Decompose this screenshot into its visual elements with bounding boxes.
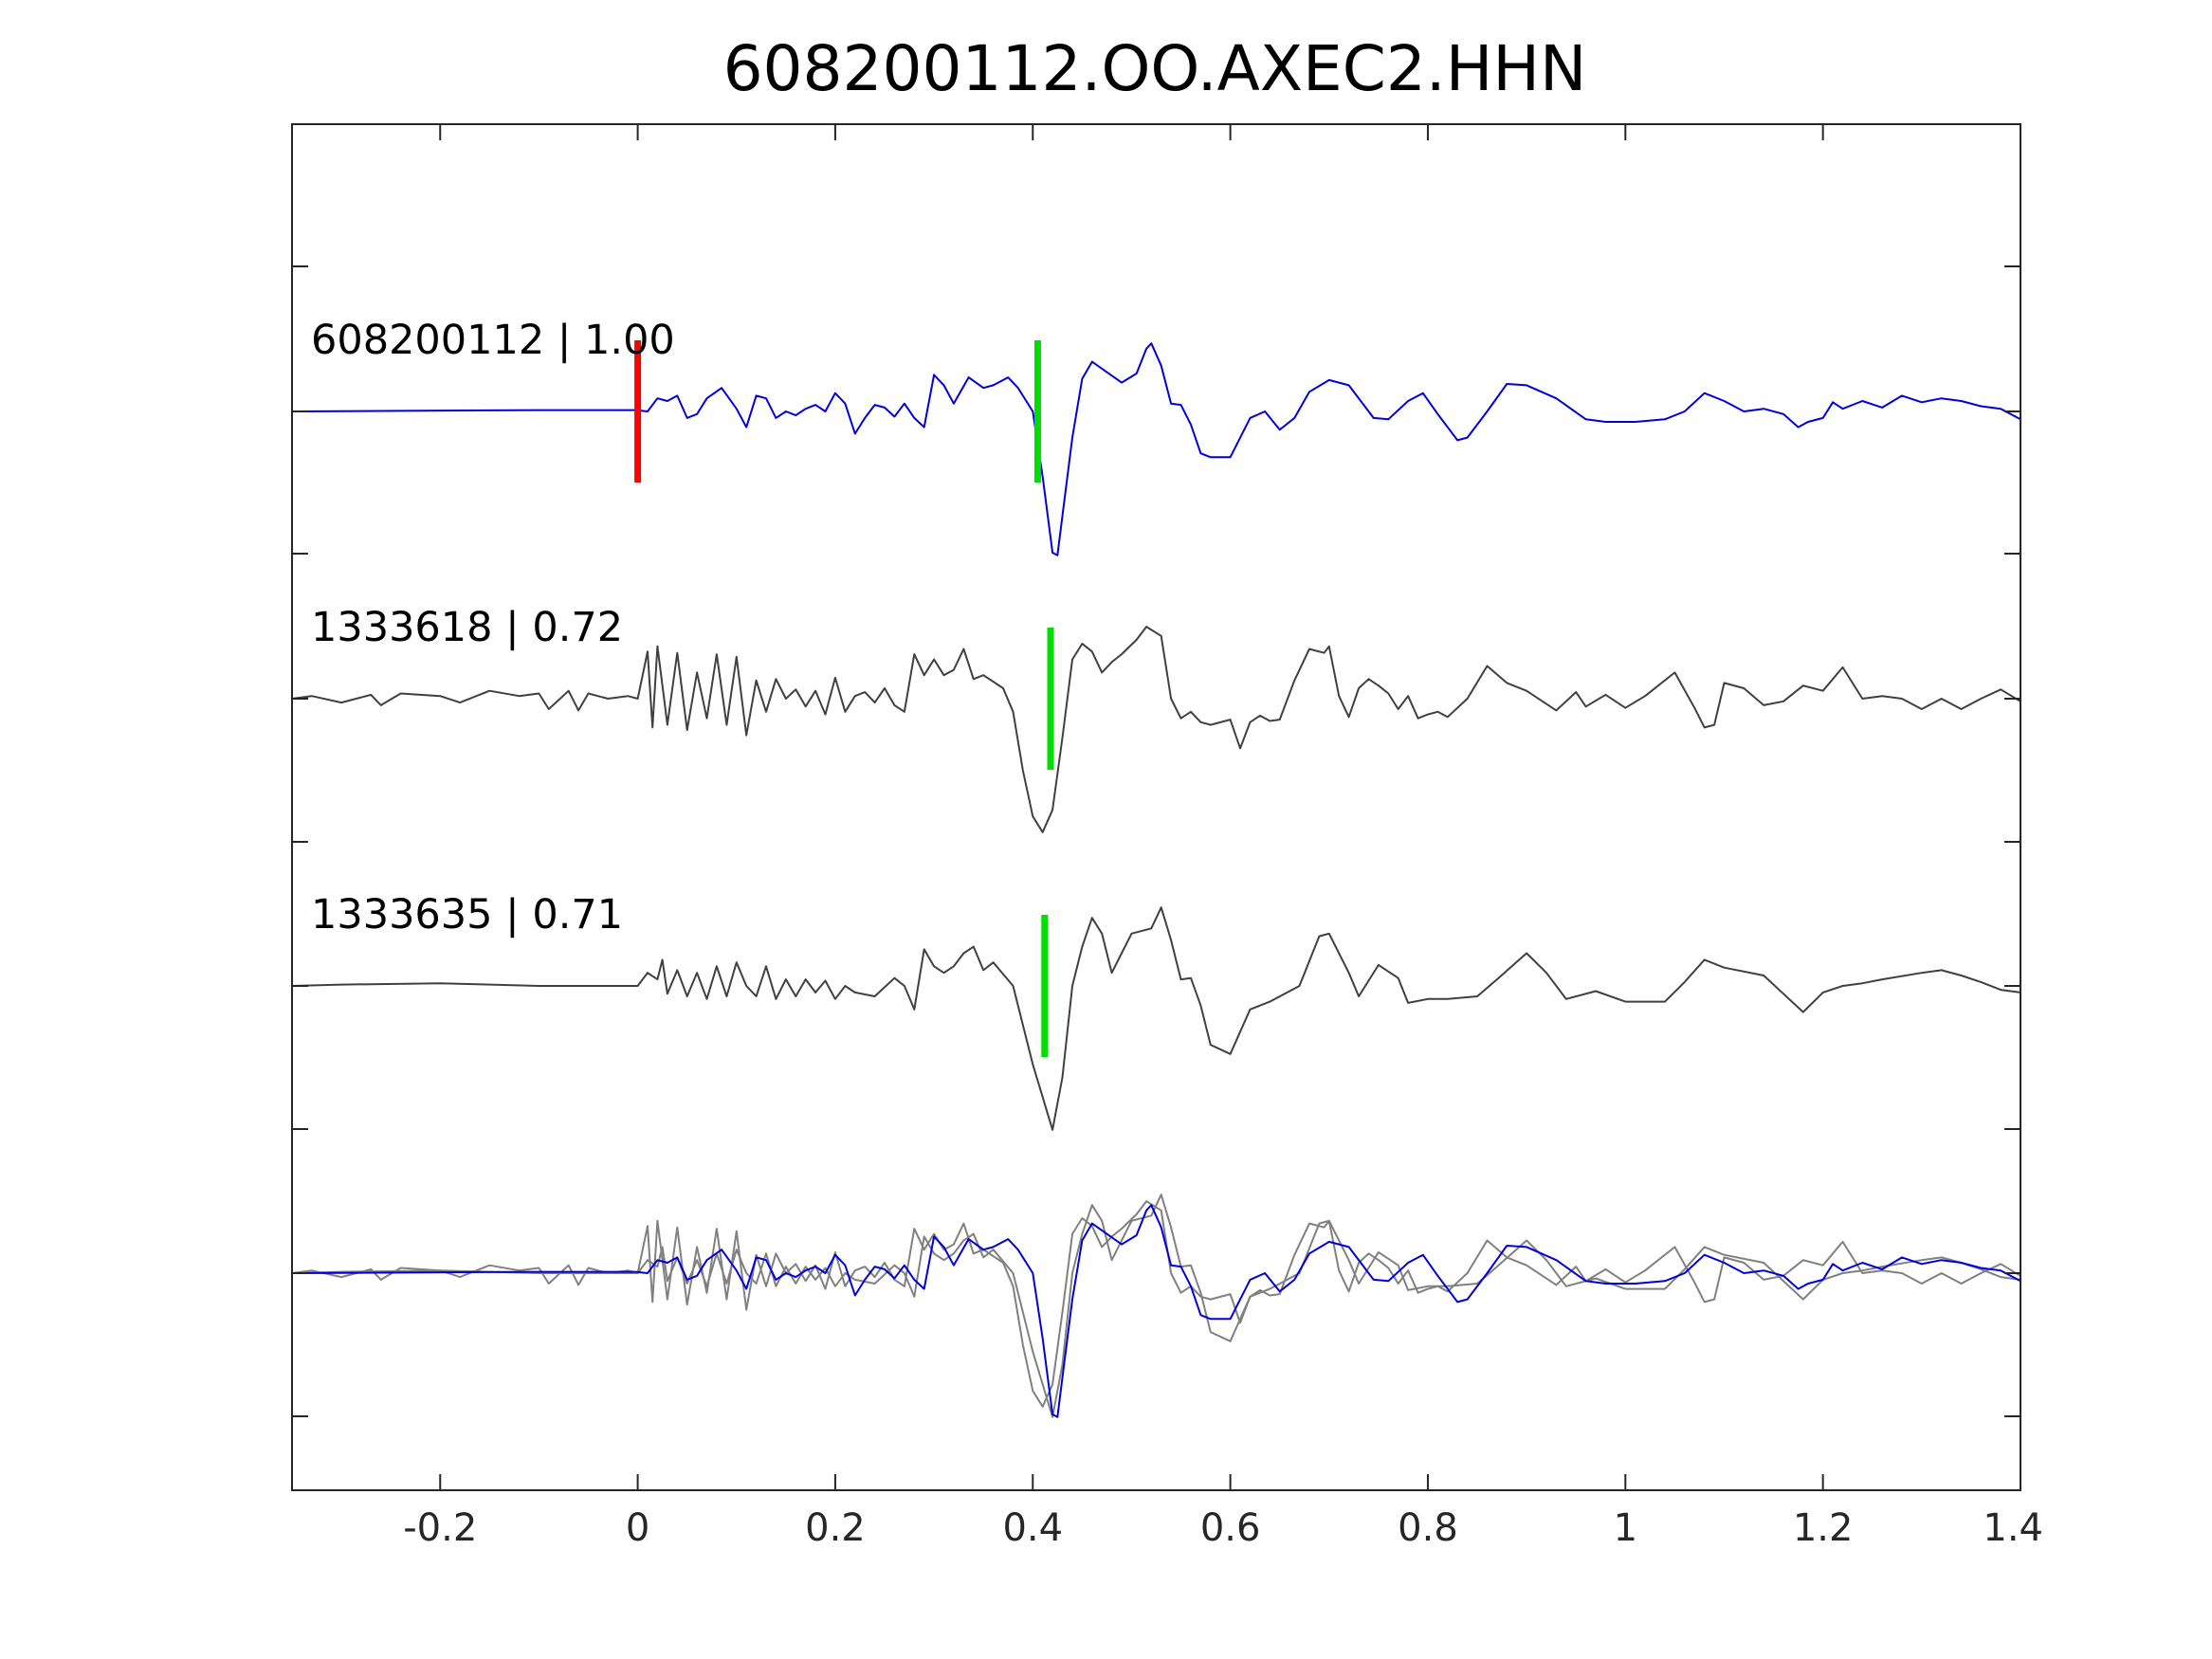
x-tick-label: 1 xyxy=(1614,1506,1637,1550)
trace-label-3: 1333635 | 0.71 xyxy=(311,891,623,939)
axes-box xyxy=(291,123,2021,1491)
x-tick-label: 0 xyxy=(626,1506,649,1550)
x-tick-label: 1.2 xyxy=(1793,1506,1854,1550)
trace-line-3 xyxy=(291,906,2021,1131)
x-tick-label: 0.8 xyxy=(1398,1506,1458,1550)
x-tick-label: 0.4 xyxy=(1002,1506,1063,1550)
x-tick-label: 1.4 xyxy=(1983,1506,2043,1550)
traces-layer xyxy=(291,342,2021,1418)
overlay-trace-line-3 xyxy=(291,1194,2021,1418)
overlay-trace-line-2 xyxy=(291,1200,2021,1408)
trace-label-2: 1333618 | 0.72 xyxy=(311,604,623,651)
chart-title: 608200112.OO.AXEC2.HHN xyxy=(723,32,1587,105)
x-tick-label: -0.2 xyxy=(403,1506,477,1550)
x-tick-label: 0.6 xyxy=(1200,1506,1261,1550)
trace-line-1 xyxy=(291,342,2021,556)
trace-line-2 xyxy=(291,626,2021,833)
picks-layer xyxy=(634,340,1054,1057)
ticks-layer: -0.2 0 0.2 0.4 0.6 0.8 1 1.2 1.4 xyxy=(292,124,2043,1550)
trace-label-1: 608200112 | 1.00 xyxy=(311,317,675,364)
x-tick-label: 0.2 xyxy=(805,1506,866,1550)
trace-labels-layer: 608200112 | 1.00 1333618 | 0.72 1333635 | … xyxy=(311,317,675,939)
overlay-trace-line-1 xyxy=(291,1204,2021,1418)
